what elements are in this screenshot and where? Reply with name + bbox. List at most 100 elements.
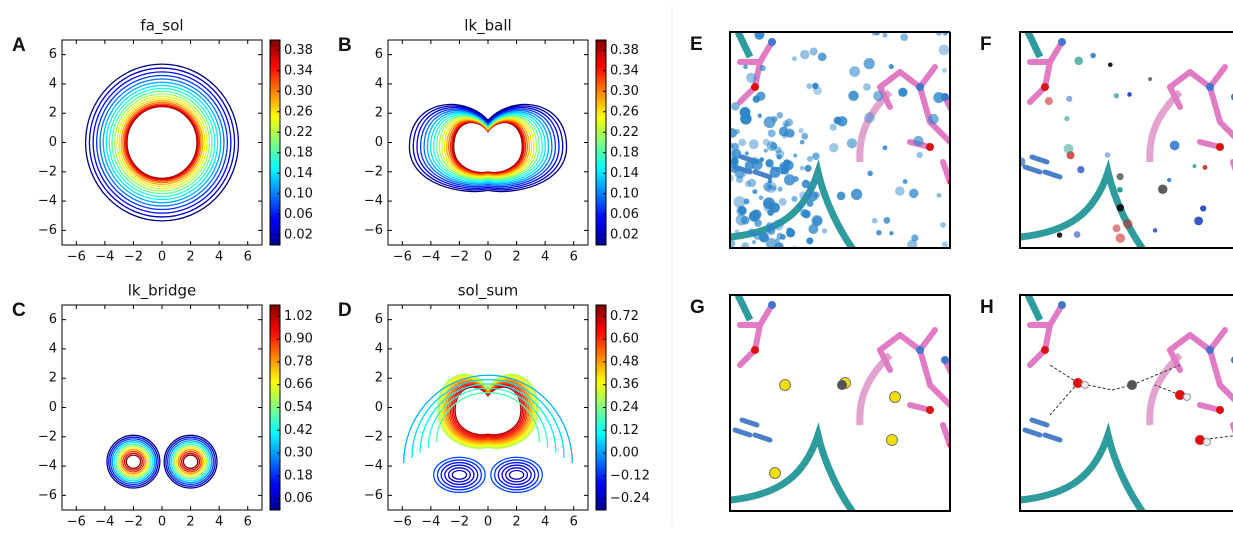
colorbar-label: 0.02: [610, 227, 639, 242]
water-probe: [766, 225, 775, 234]
bond: [1187, 69, 1213, 90]
contours: [84, 63, 240, 222]
water-probe: [767, 184, 772, 189]
y-tick-label: 2: [49, 371, 57, 386]
y-tick-label: 6: [375, 312, 383, 327]
colorbar-label: 0.26: [284, 104, 313, 119]
water-probe: [752, 189, 758, 195]
colorbar-label: 0.48: [610, 354, 639, 369]
water-probe: [900, 33, 909, 42]
contour-line: [125, 105, 199, 180]
water-probe: [1167, 177, 1172, 183]
x-tick-label: −4: [421, 515, 440, 530]
contour-line: [105, 84, 219, 201]
backbone-tube: [1024, 32, 1044, 59]
atom: [926, 143, 934, 151]
water-probe: [737, 206, 747, 215]
contour-line: [181, 452, 201, 471]
contour-line: [116, 95, 208, 190]
water-probe: [1148, 77, 1153, 82]
water-probe: [747, 178, 757, 188]
water-probe: [871, 217, 878, 224]
water-probe: [1056, 232, 1063, 238]
y-tick-label: 4: [49, 341, 57, 356]
contour-line: [444, 464, 475, 486]
water-probe: [882, 145, 888, 151]
bond: [1022, 427, 1043, 438]
water-probe: [763, 202, 774, 213]
water-probe: [916, 151, 923, 159]
colorbar-label: 0.06: [284, 207, 313, 222]
y-tick-label: 6: [49, 47, 57, 62]
backbone-tube: [730, 421, 857, 511]
water-probe: [850, 188, 863, 201]
contour-line: [423, 109, 553, 186]
colorbar-label: 0.00: [610, 446, 639, 461]
water-probe: [867, 170, 873, 177]
x-tick-label: −2: [450, 250, 469, 265]
water-probe: [783, 123, 789, 128]
water-probe: [743, 64, 748, 70]
x-tick-label: −2: [124, 515, 143, 530]
bond: [739, 417, 760, 428]
bond: [1207, 347, 1223, 388]
water-probe: [743, 198, 750, 205]
water-probe: [792, 176, 799, 182]
colorbar-label: 0.30: [284, 446, 313, 461]
contour-line: [122, 450, 145, 473]
water-probe: [799, 165, 805, 171]
water-probe: [783, 159, 790, 166]
molecule-view: [1020, 295, 1233, 511]
background: [1020, 32, 1233, 248]
bond: [1167, 347, 1183, 373]
bond: [1029, 154, 1050, 165]
colorbar-label: 0.02: [284, 227, 313, 242]
y-tick-label: 4: [375, 76, 383, 91]
contour-line: [493, 459, 540, 491]
x-tick-label: 0: [158, 250, 166, 265]
contour-line: [419, 383, 557, 453]
contour-line: [490, 456, 543, 494]
water-probe: [786, 228, 796, 238]
water-probe: [1122, 219, 1133, 229]
y-tick-label: −6: [38, 223, 57, 238]
image-frame: [729, 31, 951, 249]
water-probe: [876, 230, 882, 236]
water-probe: [765, 159, 774, 168]
y-tick-label: −4: [364, 194, 383, 209]
colorbar-label: 0.10: [284, 186, 313, 201]
colorbar: [595, 39, 607, 246]
y-tick-label: 0: [49, 135, 57, 150]
y-tick-label: −4: [38, 194, 57, 209]
atom: [1041, 83, 1049, 91]
water-probe: [813, 86, 822, 95]
water-probe: [933, 92, 945, 104]
contour-line: [168, 439, 213, 484]
contour-line: [454, 386, 522, 436]
water-probe: [907, 239, 918, 248]
x-tick-label: 0: [484, 250, 492, 265]
panel-title: fa_sol: [140, 17, 183, 36]
y-tick-label: −4: [364, 459, 383, 474]
colorbar-label: 0.36: [610, 377, 639, 392]
contour-line: [92, 71, 232, 214]
x-tick-label: 2: [186, 250, 194, 265]
x-tick-label: −6: [67, 515, 86, 530]
contour-line: [440, 376, 536, 447]
y-tick-label: −6: [364, 223, 383, 238]
water-probe: [808, 186, 813, 192]
bond: [1207, 84, 1223, 125]
water-probe: [801, 179, 811, 189]
water-probe: [754, 219, 762, 227]
contour-line: [508, 469, 525, 480]
contour-line: [120, 449, 147, 475]
panel-letter: G: [690, 297, 705, 318]
contour-line: [505, 467, 529, 483]
atom: [751, 346, 759, 354]
water-probe: [1020, 157, 1026, 167]
axes-frame: [61, 39, 263, 246]
colorbar-label: 0.42: [284, 423, 313, 438]
contour-line: [449, 120, 527, 175]
water-probe: [1074, 56, 1084, 66]
colorbar-label: 0.22: [284, 125, 313, 140]
